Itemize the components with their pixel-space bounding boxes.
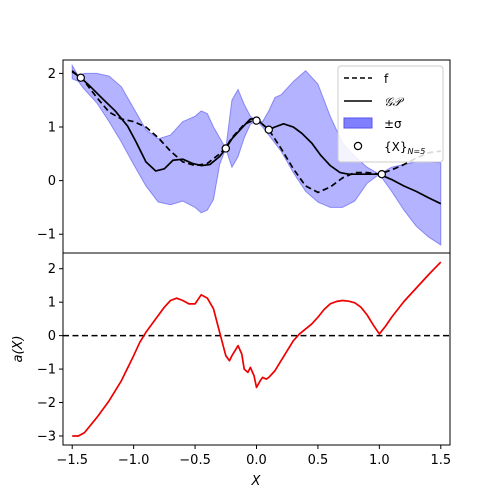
sample-point (377, 169, 387, 179)
bottom-y-tick-label: −3 (37, 429, 56, 444)
legend-points-label-sub: N=5 (408, 147, 426, 156)
legend-gp-label: 𝒢𝒫 (384, 95, 405, 109)
legend-points-label-main: {X} (384, 140, 408, 154)
sample-point (252, 116, 261, 125)
legend-points-label: {X}N=5 (384, 140, 425, 156)
legend-sigma-swatch (343, 117, 373, 129)
legend-box (337, 65, 444, 163)
bottom-y-tick-label: 1 (48, 296, 56, 311)
bottom-axes: −3 −2 −1 0 1 2 −1.5 −1.0 −0.5 0.0 0.5 1.0 1.5 X a(X… (11, 252, 451, 489)
bottom-y-tick-label: −1 (37, 363, 56, 378)
acquisition-line (72, 261, 442, 437)
x-tick-label: 0.0 (246, 453, 267, 468)
bottom-y-ticks: −3 −2 −1 0 1 2 (37, 262, 63, 444)
sample-point (221, 144, 230, 153)
sigma-band-layer (71, 63, 442, 246)
sample-point (264, 125, 273, 134)
legend: f 𝒢𝒫 ±σ {X}N=5 (337, 65, 444, 163)
bottom-y-tick-label: 0 (48, 329, 56, 344)
y-axis-title-acquisition: a(X) (11, 335, 26, 362)
legend-sigma-label: ±σ (384, 117, 402, 131)
bottom-lines-layer (63, 261, 450, 437)
top-y-ticks: −1 0 1 2 (37, 67, 63, 243)
bottom-y-tick-label: −2 (37, 396, 56, 411)
top-y-tick-label: −1 (37, 228, 56, 243)
x-tick-label: 0.5 (308, 453, 329, 468)
bottom-x-ticks: −1.5 −1.0 −0.5 0.0 0.5 1.0 1.5 (56, 445, 451, 468)
sigma-band (71, 63, 442, 246)
x-tick-label: 1.5 (430, 453, 451, 468)
legend-points-swatch (353, 141, 363, 151)
x-tick-label: −1.0 (118, 453, 150, 468)
sample-point (76, 73, 86, 82)
x-tick-label: 1.0 (369, 453, 390, 468)
top-y-tick-label: 0 (48, 174, 56, 189)
x-axis-title: X (251, 474, 262, 489)
top-y-tick-label: 2 (48, 67, 56, 82)
legend-f-label: f (384, 72, 389, 86)
top-y-tick-label: 1 (48, 121, 56, 136)
sample-points-layer (76, 73, 387, 179)
bottom-y-tick-label: 2 (48, 262, 56, 277)
x-tick-label: −1.5 (56, 453, 88, 468)
x-tick-label: −0.5 (179, 453, 211, 468)
